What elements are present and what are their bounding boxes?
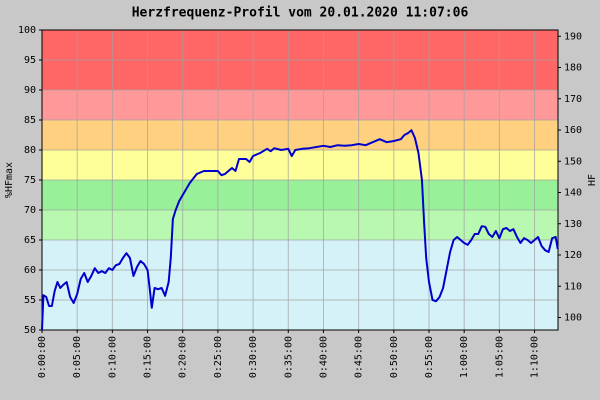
y2-tick-label: 130 xyxy=(564,219,582,230)
x-tick-label: 0:55:00 xyxy=(424,336,435,378)
x-tick-label: 0:30:00 xyxy=(248,336,259,378)
y-tick-label: 90 xyxy=(24,85,36,96)
hr-zone xyxy=(42,180,558,210)
y-tick-label: 70 xyxy=(24,205,36,216)
y-tick-label: 60 xyxy=(24,265,36,276)
y-tick-label: 50 xyxy=(24,325,36,336)
x-tick-label: 0:00:00 xyxy=(37,336,48,378)
x-tick-label: 0:15:00 xyxy=(143,336,154,378)
y-axis-label: %HFmax xyxy=(4,162,15,198)
y2-tick-label: 100 xyxy=(564,313,582,324)
y-tick-label: 80 xyxy=(24,145,36,156)
hr-zone xyxy=(42,240,558,330)
y2-tick-label: 160 xyxy=(564,125,582,136)
x-tick-label: 0:10:00 xyxy=(107,336,118,378)
chart-title: Herzfrequenz-Profil vom 20.01.2020 11:07… xyxy=(132,6,469,21)
y-tick-label: 55 xyxy=(24,295,36,306)
hr-zone xyxy=(42,210,558,240)
y2-tick-label: 170 xyxy=(564,94,582,105)
x-tick-label: 0:50:00 xyxy=(389,336,400,378)
y2-axis-label: HF xyxy=(587,174,598,186)
x-tick-label: 0:35:00 xyxy=(283,336,294,378)
hr-zone xyxy=(42,120,558,150)
y-tick-label: 100 xyxy=(18,25,36,36)
x-tick-label: 0:25:00 xyxy=(213,336,224,378)
y2-tick-label: 140 xyxy=(564,188,582,199)
hr-zone xyxy=(42,90,558,120)
hr-zone xyxy=(42,150,558,180)
plot-frame xyxy=(41,29,559,331)
x-tick-label: 1:00:00 xyxy=(459,336,470,378)
y-tick-label: 95 xyxy=(24,55,36,66)
y-tick-label: 65 xyxy=(24,235,36,246)
x-tick-label: 0:05:00 xyxy=(72,336,83,378)
hr-line xyxy=(41,129,559,331)
y2-tick-label: 190 xyxy=(564,31,582,42)
x-tick-label: 0:40:00 xyxy=(318,336,329,378)
y2-tick-label: 110 xyxy=(564,281,582,292)
y2-tick-label: 120 xyxy=(564,250,582,261)
x-tick-label: 0:45:00 xyxy=(354,336,365,378)
y2-tick-label: 180 xyxy=(564,63,582,74)
x-tick-label: 0:20:00 xyxy=(178,336,189,378)
y-tick-label: 75 xyxy=(24,175,36,186)
y-tick-label: 85 xyxy=(24,115,36,126)
x-tick-label: 1:10:00 xyxy=(530,336,541,378)
y2-tick-label: 150 xyxy=(564,156,582,167)
x-tick-label: 1:05:00 xyxy=(494,336,505,378)
